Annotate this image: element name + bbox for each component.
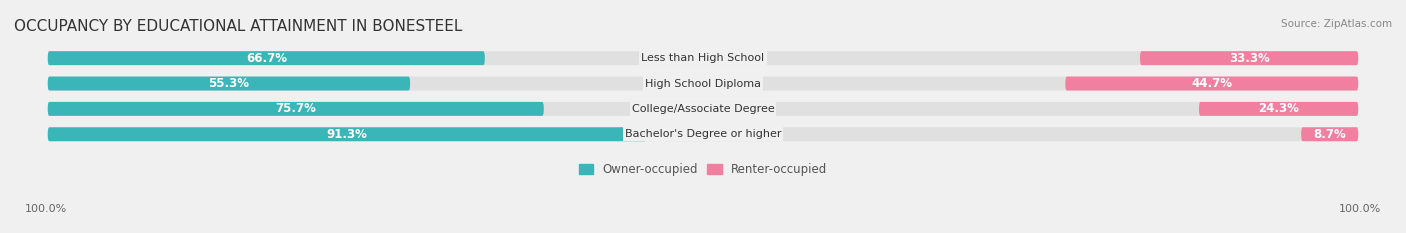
FancyBboxPatch shape	[48, 77, 1358, 90]
Text: 100.0%: 100.0%	[1339, 204, 1381, 214]
FancyBboxPatch shape	[48, 102, 544, 116]
Text: College/Associate Degree: College/Associate Degree	[631, 104, 775, 114]
Text: OCCUPANCY BY EDUCATIONAL ATTAINMENT IN BONESTEEL: OCCUPANCY BY EDUCATIONAL ATTAINMENT IN B…	[14, 19, 463, 34]
Text: 66.7%: 66.7%	[246, 52, 287, 65]
Text: Bachelor's Degree or higher: Bachelor's Degree or higher	[624, 129, 782, 139]
Text: 100.0%: 100.0%	[25, 204, 67, 214]
FancyBboxPatch shape	[48, 102, 1358, 116]
FancyBboxPatch shape	[48, 51, 485, 65]
FancyBboxPatch shape	[48, 127, 1358, 141]
Legend: Owner-occupied, Renter-occupied: Owner-occupied, Renter-occupied	[574, 158, 832, 181]
FancyBboxPatch shape	[1066, 77, 1358, 90]
FancyBboxPatch shape	[48, 127, 645, 141]
Text: 33.3%: 33.3%	[1229, 52, 1270, 65]
FancyBboxPatch shape	[48, 77, 411, 90]
Text: High School Diploma: High School Diploma	[645, 79, 761, 89]
FancyBboxPatch shape	[48, 51, 1358, 65]
Text: 8.7%: 8.7%	[1313, 128, 1346, 141]
Text: 44.7%: 44.7%	[1191, 77, 1232, 90]
FancyBboxPatch shape	[1140, 51, 1358, 65]
Text: Less than High School: Less than High School	[641, 53, 765, 63]
Text: 24.3%: 24.3%	[1258, 102, 1299, 115]
Text: Source: ZipAtlas.com: Source: ZipAtlas.com	[1281, 19, 1392, 29]
Text: 75.7%: 75.7%	[276, 102, 316, 115]
Text: 55.3%: 55.3%	[208, 77, 249, 90]
FancyBboxPatch shape	[1301, 127, 1358, 141]
FancyBboxPatch shape	[1199, 102, 1358, 116]
Text: 91.3%: 91.3%	[326, 128, 367, 141]
